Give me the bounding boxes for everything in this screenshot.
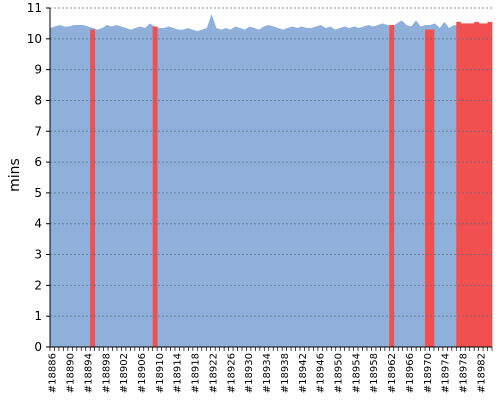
- y-tick-label-7: 7: [34, 124, 42, 138]
- x-tick-label-18978: #18978: [458, 353, 469, 393]
- failed-build-bar-18895: [90, 29, 96, 347]
- x-tick-label-18966: #18966: [405, 353, 416, 393]
- x-tick-label-18918: #18918: [191, 353, 202, 393]
- y-tick-label-10: 10: [27, 32, 42, 46]
- x-tick-label-18906: #18906: [137, 353, 148, 393]
- x-tick-label-18910: #18910: [155, 353, 166, 393]
- failed-build-bar-18970: [425, 29, 430, 347]
- x-tick-label-18930: #18930: [244, 353, 255, 393]
- x-tick-label-18974: #18974: [441, 353, 452, 393]
- y-tick-label-9: 9: [34, 63, 42, 77]
- y-tick-label-1: 1: [34, 309, 42, 323]
- x-tick-label-18950: #18950: [333, 353, 344, 393]
- success-duration-area: [50, 14, 492, 347]
- y-tick-label-6: 6: [34, 155, 42, 169]
- x-tick-label-18962: #18962: [387, 353, 398, 393]
- y-tick-label-11: 11: [27, 1, 42, 15]
- x-tick-label-18922: #18922: [208, 353, 219, 393]
- x-tick-label-18942: #18942: [298, 353, 309, 393]
- failed-build-bar-18983: [483, 23, 488, 347]
- x-tick-label-18958: #18958: [369, 353, 380, 393]
- failed-build-bar-18979: [465, 23, 471, 347]
- y-tick-label-0: 0: [34, 340, 42, 354]
- x-tick-label-18954: #18954: [351, 353, 362, 393]
- x-tick-label-18938: #18938: [280, 353, 291, 393]
- x-tick-label-18934: #18934: [262, 353, 273, 393]
- failed-build-bar-18962: [389, 24, 395, 347]
- x-tick-label-18894: #18894: [83, 353, 94, 393]
- failed-build-bar-18980: [469, 23, 475, 347]
- failed-build-bar-18909: [152, 26, 158, 348]
- y-axis-label: mins: [7, 158, 23, 192]
- x-tick-label-18890: #18890: [66, 353, 77, 393]
- x-tick-label-18970: #18970: [423, 353, 434, 393]
- x-tick-label-18898: #18898: [101, 353, 112, 393]
- y-tick-label-4: 4: [34, 217, 42, 231]
- failed-build-bar-18981: [474, 21, 479, 348]
- y-tick-label-3: 3: [34, 248, 42, 262]
- y-tick-label-5: 5: [34, 186, 42, 200]
- x-tick-label-18886: #18886: [48, 353, 59, 393]
- y-tick-label-2: 2: [34, 278, 42, 292]
- failed-build-bar-18984: [487, 21, 493, 348]
- x-tick-label-18946: #18946: [316, 353, 327, 393]
- failed-build-bar-18971: [429, 29, 435, 347]
- x-tick-label-18914: #18914: [173, 353, 184, 393]
- x-tick-label-18982: #18982: [476, 353, 487, 393]
- x-tick-label-18902: #18902: [119, 353, 130, 393]
- x-tick-label-18926: #18926: [226, 353, 237, 393]
- failed-build-bar-18982: [478, 23, 484, 347]
- failed-build-bar-18978: [460, 23, 466, 347]
- failed-build-bar-18977: [456, 21, 462, 348]
- y-tick-label-8: 8: [34, 93, 42, 107]
